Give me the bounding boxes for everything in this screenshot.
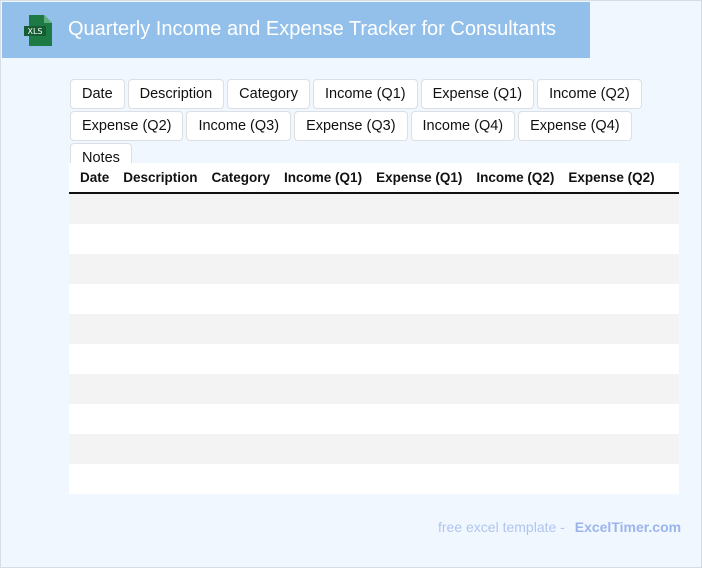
table-header: Date Description Category Income (Q1) Ex… bbox=[69, 163, 679, 194]
column-header: Category bbox=[211, 170, 271, 185]
chip-income-q2[interactable]: Income (Q2) bbox=[537, 79, 642, 109]
column-header: Income (Q2) bbox=[476, 170, 555, 185]
column-header: Date bbox=[80, 170, 110, 185]
table-body bbox=[69, 194, 679, 494]
column-chips: Date Description Category Income (Q1) Ex… bbox=[70, 79, 690, 173]
table-row[interactable] bbox=[69, 224, 679, 254]
chip-category[interactable]: Category bbox=[227, 79, 311, 109]
table-row[interactable] bbox=[69, 284, 679, 314]
table-row[interactable] bbox=[69, 404, 679, 434]
header-bar: XLS Quarterly Income and Expense Tracker… bbox=[2, 2, 590, 58]
table-row[interactable] bbox=[69, 194, 679, 224]
table-row[interactable] bbox=[69, 464, 679, 494]
svg-text:XLS: XLS bbox=[27, 27, 42, 36]
chip-description[interactable]: Description bbox=[127, 79, 225, 109]
chip-expense-q3[interactable]: Expense (Q3) bbox=[294, 111, 408, 141]
chip-expense-q4[interactable]: Expense (Q4) bbox=[518, 111, 632, 141]
column-header: Income (Q1) bbox=[284, 170, 363, 185]
page-title: Quarterly Income and Expense Tracker for… bbox=[68, 18, 557, 40]
column-header: Expense (Q2) bbox=[568, 170, 655, 185]
table-row[interactable] bbox=[69, 374, 679, 404]
chip-expense-q2[interactable]: Expense (Q2) bbox=[70, 111, 184, 141]
chip-income-q3[interactable]: Income (Q3) bbox=[186, 111, 292, 141]
table-row[interactable] bbox=[69, 254, 679, 284]
column-header: Expense (Q1) bbox=[376, 170, 463, 185]
table-row[interactable] bbox=[69, 314, 679, 344]
chip-date[interactable]: Date bbox=[70, 79, 125, 109]
table-row[interactable] bbox=[69, 434, 679, 464]
footer-credit: free excel template - ExcelTimer.com bbox=[438, 519, 681, 535]
chip-expense-q1[interactable]: Expense (Q1) bbox=[420, 79, 535, 109]
chip-income-q1[interactable]: Income (Q1) bbox=[313, 79, 418, 109]
chip-income-q4[interactable]: Income (Q4) bbox=[410, 111, 516, 141]
column-header: Description bbox=[123, 170, 198, 185]
data-table: Date Description Category Income (Q1) Ex… bbox=[69, 163, 679, 494]
footer-brand-link[interactable]: ExcelTimer.com bbox=[574, 519, 682, 535]
xls-file-icon: XLS bbox=[24, 15, 52, 46]
table-row[interactable] bbox=[69, 344, 679, 374]
footer-text: free excel template - bbox=[438, 519, 565, 535]
